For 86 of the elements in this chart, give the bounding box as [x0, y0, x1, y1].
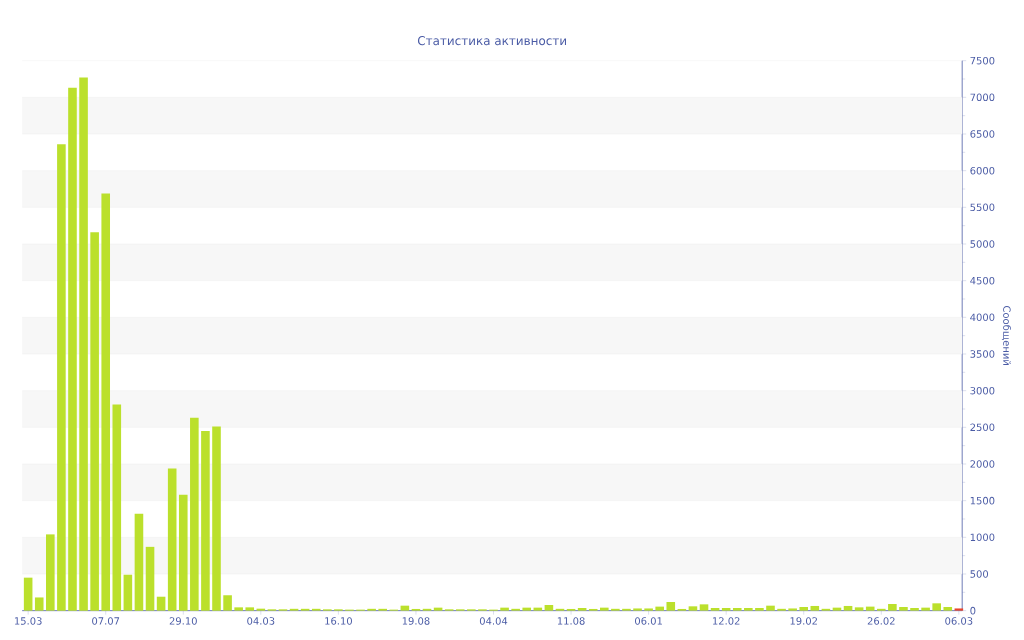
bar — [644, 608, 653, 611]
bar — [710, 608, 720, 611]
bar — [910, 608, 919, 611]
bar — [721, 608, 731, 611]
x-tick-label: 06.01 — [635, 617, 662, 625]
bar — [943, 606, 953, 611]
bar — [190, 417, 199, 611]
bar — [500, 607, 509, 611]
x-tick-label: 06.03 — [945, 617, 973, 625]
x-tick-label: 16.10 — [325, 617, 352, 625]
bar — [79, 77, 88, 611]
bar — [854, 607, 864, 611]
bar — [90, 232, 99, 611]
x-tick-label: 29.10 — [169, 617, 197, 625]
bar — [655, 606, 664, 611]
bar — [921, 607, 930, 611]
y-tick-label: 4000 — [970, 313, 995, 322]
bar — [245, 607, 255, 611]
y-tick-label: 1000 — [970, 533, 995, 542]
bar — [633, 608, 642, 611]
bar — [134, 513, 144, 611]
bar — [46, 534, 55, 611]
bar — [145, 546, 155, 611]
y-axis-title: Сообщений — [1001, 306, 1012, 365]
chart-title: Статистика активности — [417, 36, 567, 46]
bar — [544, 605, 554, 611]
y-tick-label: 5500 — [970, 203, 995, 212]
bar — [178, 494, 188, 611]
bar — [888, 603, 897, 611]
bar — [954, 608, 964, 611]
x-tick-label: 19.02 — [790, 617, 817, 625]
y-tick-label: 7000 — [970, 93, 995, 102]
y-tick-label: 2500 — [970, 423, 995, 432]
bar — [810, 605, 820, 611]
y-tick-label: 0 — [970, 606, 976, 615]
bar — [68, 87, 77, 611]
y-tick-label: 4500 — [970, 276, 995, 285]
bar — [600, 607, 609, 611]
bar — [234, 607, 243, 611]
x-tick-label: 26.02 — [867, 617, 895, 625]
bar — [123, 574, 133, 611]
bar — [755, 608, 764, 611]
bar — [766, 605, 775, 611]
x-tick-label: 15.03 — [14, 617, 42, 625]
x-tick-label: 19.08 — [402, 617, 430, 625]
bar — [522, 607, 532, 611]
bar — [57, 144, 66, 611]
bar — [932, 603, 941, 611]
bar — [34, 597, 44, 611]
x-tick-label: 07.07 — [92, 617, 120, 625]
bar — [732, 608, 742, 611]
y-tick-label: 6500 — [970, 130, 995, 138]
x-tick-label: 04.03 — [247, 617, 275, 625]
y-tick-label: 3500 — [970, 350, 995, 358]
bar — [899, 606, 908, 611]
bar — [666, 602, 676, 611]
bar — [865, 606, 875, 611]
bar — [400, 605, 410, 611]
bar — [688, 606, 698, 611]
bar — [112, 404, 122, 611]
bar — [788, 608, 797, 611]
y-tick-label: 2000 — [970, 460, 995, 468]
bar — [223, 595, 232, 611]
bar — [23, 577, 33, 611]
bar — [699, 604, 709, 611]
y-tick-label: 7500 — [970, 56, 995, 65]
bar — [201, 430, 210, 611]
bar — [577, 608, 587, 611]
x-tick-label: 04.04 — [479, 617, 508, 625]
y-tick-label: 1500 — [970, 496, 995, 505]
bar — [799, 606, 809, 611]
bar — [156, 596, 166, 611]
y-tick-label: 6000 — [970, 166, 995, 175]
bar — [843, 605, 853, 611]
bar — [433, 607, 443, 611]
bar — [101, 193, 111, 611]
bar — [832, 607, 842, 611]
y-tick-label: 5000 — [970, 240, 995, 248]
x-tick-label: 11.08 — [557, 617, 585, 625]
bar — [744, 608, 753, 611]
bar — [212, 426, 221, 611]
y-tick-label: 500 — [970, 570, 989, 578]
x-tick-label: 12.02 — [713, 617, 740, 625]
y-tick-label: 3000 — [970, 386, 995, 395]
bar — [167, 468, 177, 611]
bar — [533, 607, 543, 611]
